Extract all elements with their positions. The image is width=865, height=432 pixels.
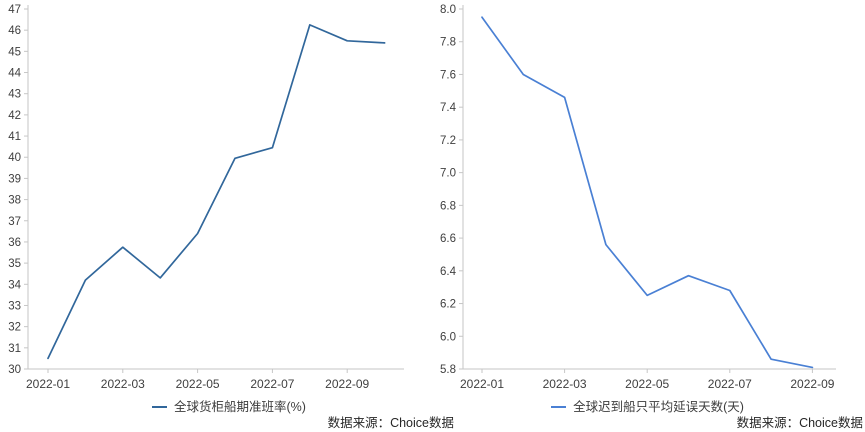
legend-label: 全球货柜船期准班率(%) — [174, 400, 306, 414]
svg-text:2022-03: 2022-03 — [101, 377, 145, 391]
svg-text:46: 46 — [8, 25, 21, 37]
legend-label: 全球迟到船只平均延误天数(天) — [573, 400, 744, 414]
svg-text:6.8: 6.8 — [440, 200, 456, 212]
svg-text:2022-01: 2022-01 — [460, 377, 504, 391]
svg-text:35: 35 — [8, 258, 21, 270]
svg-text:6.6: 6.6 — [440, 233, 456, 245]
svg-text:2022-01: 2022-01 — [26, 377, 70, 391]
svg-text:32: 32 — [8, 322, 21, 334]
svg-text:8.0: 8.0 — [440, 4, 456, 16]
svg-text:37: 37 — [8, 216, 21, 228]
svg-text:30: 30 — [8, 364, 21, 376]
svg-text:34: 34 — [8, 279, 21, 291]
svg-text:5.8: 5.8 — [440, 364, 456, 376]
delay-days-plot-area: 5.8 6.0 6.2 6.4 6.6 6.8 7.0 7.2 7.4 7.6 7.8 8.0 2022… — [440, 4, 836, 391]
svg-text:2022-07: 2022-07 — [708, 377, 752, 391]
svg-text:2022-09: 2022-09 — [325, 377, 369, 391]
source-note: 数据来源：Choice数据 — [0, 412, 458, 432]
svg-text:7.0: 7.0 — [440, 168, 456, 180]
svg-text:6.0: 6.0 — [440, 331, 456, 343]
schedule-reliability-plot-area: 30 31 32 33 34 35 36 37 38 39 40 41 42 43 44 45 46 47 2022… — [8, 4, 404, 391]
svg-text:2022-03: 2022-03 — [543, 377, 587, 391]
svg-text:7.4: 7.4 — [440, 102, 457, 114]
svg-text:47: 47 — [8, 4, 21, 16]
svg-text:43: 43 — [8, 89, 21, 101]
legend: 全球货柜船期准班率(%) — [0, 399, 458, 415]
svg-text:36: 36 — [8, 237, 21, 249]
svg-text:45: 45 — [8, 46, 21, 58]
legend-line-swatch — [152, 406, 168, 408]
legend-line-swatch — [551, 406, 567, 408]
legend: 全球迟到船只平均延误天数(天) — [430, 399, 865, 415]
delay-days-chart: 5.8 6.0 6.2 6.4 6.6 6.8 7.0 7.2 7.4 7.6 7.8 8.0 2022… — [430, 0, 865, 432]
svg-text:2022-05: 2022-05 — [176, 377, 220, 391]
svg-text:6.2: 6.2 — [440, 299, 456, 311]
svg-text:7.6: 7.6 — [440, 69, 456, 81]
svg-text:7.2: 7.2 — [440, 135, 456, 147]
source-note-text: 数据来源：Choice数据 — [327, 416, 454, 430]
svg-text:40: 40 — [8, 152, 21, 164]
svg-text:38: 38 — [8, 195, 21, 207]
source-note-text: 数据来源：Choice数据 — [736, 416, 863, 430]
svg-text:2022-05: 2022-05 — [625, 377, 669, 391]
schedule-reliability-chart: 30 31 32 33 34 35 36 37 38 39 40 41 42 43 44 45 46 47 2022… — [0, 4, 458, 432]
svg-text:31: 31 — [8, 343, 21, 355]
svg-text:39: 39 — [8, 173, 21, 185]
svg-text:41: 41 — [8, 131, 21, 143]
svg-text:2022-09: 2022-09 — [790, 377, 834, 391]
svg-text:44: 44 — [8, 68, 21, 80]
svg-text:7.8: 7.8 — [440, 37, 456, 49]
svg-text:2022-07: 2022-07 — [250, 377, 294, 391]
svg-text:6.4: 6.4 — [440, 266, 457, 278]
svg-text:33: 33 — [8, 300, 21, 312]
source-note: 数据来源：Choice数据 — [430, 412, 865, 432]
svg-text:42: 42 — [8, 110, 21, 122]
